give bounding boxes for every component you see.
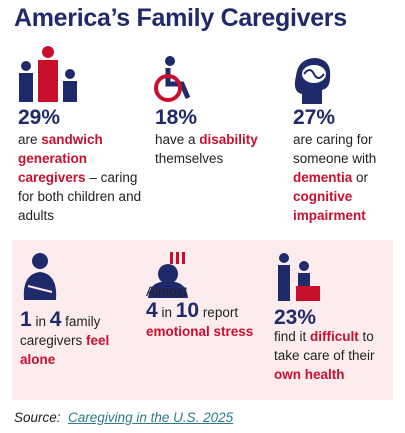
stat-text: have a disability themselves bbox=[155, 130, 275, 168]
highlight: cognitive impairment bbox=[293, 189, 366, 223]
stat-figure: 18% bbox=[155, 106, 198, 129]
figure: 1 bbox=[20, 308, 32, 331]
source-link[interactable]: Caregiving in the U.S. 2025 bbox=[68, 410, 234, 425]
title: America’s Family Caregivers bbox=[14, 4, 347, 32]
stat-text: 23% find it difficult to take care of th… bbox=[274, 306, 389, 384]
stat-text: Almost 4 in 10 report emotional stress bbox=[146, 282, 264, 341]
highlight: difficult bbox=[310, 329, 359, 344]
text: in bbox=[157, 305, 176, 320]
stat: 18% have a disability themselves bbox=[155, 106, 275, 168]
text: Almost bbox=[146, 284, 188, 299]
figure: 10 bbox=[175, 299, 200, 322]
care-icon bbox=[278, 253, 320, 301]
text: to take care of their bbox=[274, 329, 375, 363]
text: have a bbox=[155, 132, 200, 147]
text: or bbox=[352, 170, 369, 185]
text: are caring for someone with bbox=[293, 132, 377, 166]
highlight: sandwich generation caregivers bbox=[18, 132, 103, 185]
stat-figure: 27% bbox=[293, 106, 336, 129]
highlight: emotional stress bbox=[146, 324, 254, 339]
source: Source: Caregiving in the U.S. 2025 bbox=[14, 410, 233, 425]
stat: 27% are caring for someone with dementia… bbox=[293, 106, 398, 225]
figure: 4 bbox=[49, 308, 62, 331]
text: in bbox=[31, 314, 50, 329]
text: themselves bbox=[155, 151, 224, 166]
text: find it bbox=[274, 329, 311, 344]
brain-icon bbox=[294, 58, 331, 104]
wheelchair-icon bbox=[154, 56, 191, 102]
stress-icon bbox=[148, 252, 188, 298]
text: – caring for both children and adults bbox=[18, 170, 142, 223]
highlight: dementia bbox=[293, 170, 353, 185]
text: are bbox=[18, 132, 42, 147]
stat: 29% are sandwich generation caregivers –… bbox=[18, 106, 143, 225]
alone-icon bbox=[23, 253, 57, 300]
highlight: own health bbox=[274, 367, 345, 382]
text: report bbox=[199, 305, 239, 320]
highlight: feel alone bbox=[20, 333, 110, 367]
stat-text: are sandwich generation caregivers – car… bbox=[18, 130, 143, 225]
text: family caregivers bbox=[20, 314, 101, 348]
source-label: Source: bbox=[14, 410, 61, 425]
stat-text: are caring for someone with dementia or … bbox=[293, 130, 398, 225]
highlight: disability bbox=[199, 132, 258, 147]
stat-text: 1 in 4 family caregivers feel alone bbox=[20, 308, 130, 369]
family-icon bbox=[19, 46, 77, 102]
stat-figure: 29% bbox=[18, 106, 61, 129]
figure: 23% bbox=[274, 306, 317, 329]
figure: 4 bbox=[146, 299, 158, 322]
panel bbox=[12, 240, 393, 400]
